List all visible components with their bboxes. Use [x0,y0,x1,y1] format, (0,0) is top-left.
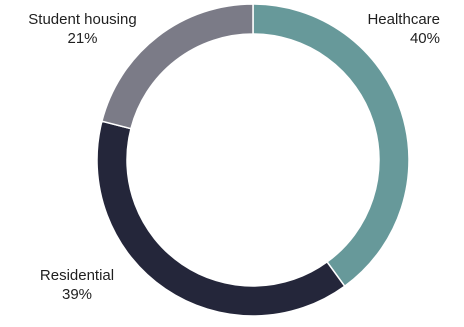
slice-student-housing [100,3,254,130]
residential-name: Residential [39,267,115,284]
student-housing-name: Student housing [28,11,137,28]
healthcare-value: 40% [409,30,440,47]
healthcare-name: Healthcare [367,11,440,28]
student-housing-value: 21% [67,30,98,47]
slice-label-residential: Residential 39% [22,266,132,304]
slice-label-healthcare: Healthcare 40% [340,10,440,48]
slice-label-student-housing: Student housing 21% [10,10,155,48]
slice-residential [96,120,346,317]
residential-value: 39% [61,286,93,303]
